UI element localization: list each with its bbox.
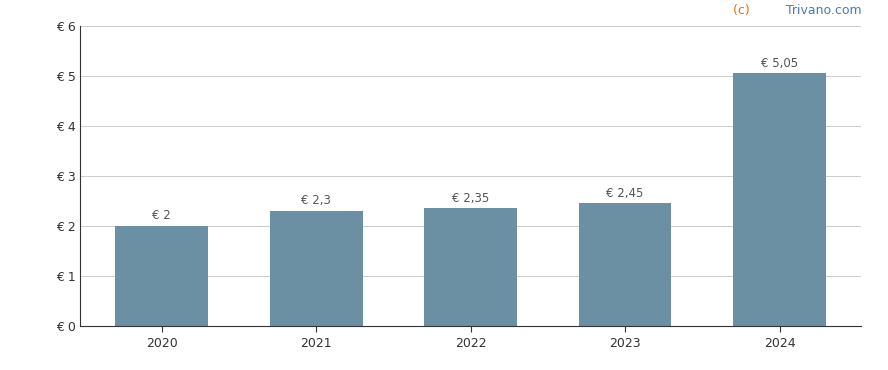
Bar (733, 73, 826, 326)
Text: (c): (c) (733, 4, 754, 17)
Text: € 2,3: € 2,3 (301, 194, 331, 207)
Bar (115, 226, 208, 326)
Bar (579, 203, 671, 326)
Text: € 2,35: € 2,35 (452, 192, 489, 205)
Bar (270, 211, 362, 326)
Text: € 2: € 2 (153, 209, 171, 222)
Text: € 5,05: € 5,05 (761, 57, 798, 70)
Text: Trivano.com: Trivano.com (786, 4, 861, 17)
Text: € 2,45: € 2,45 (607, 187, 644, 200)
Bar (424, 208, 517, 326)
